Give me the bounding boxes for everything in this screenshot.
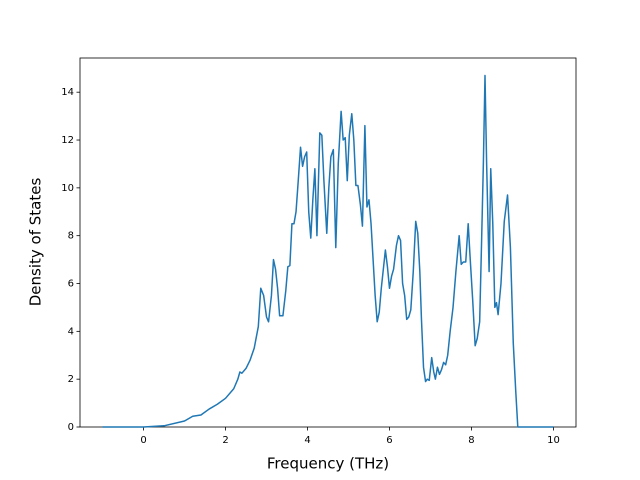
y-tick-label: 8 [68,231,74,242]
y-tick-label: 14 [61,87,74,98]
y-axis-label: Density of States [27,178,45,307]
y-tick-label: 4 [68,326,74,337]
line [102,74,554,428]
x-tick-label: 8 [468,435,474,446]
y-tick-label: 6 [68,279,74,290]
x-tick-label: 2 [222,435,228,446]
x-tick-label: 6 [386,435,392,446]
y-tick-label: 12 [61,135,74,146]
y-tick-label: 2 [68,374,74,385]
x-tick-label: 10 [547,435,560,446]
y-tick-label: 10 [61,183,74,194]
x-tick-label: 4 [304,435,310,446]
x-axis-label: Frequency (THz) [267,455,389,473]
plot-frame [79,57,577,428]
y-tick-label: 0 [68,422,74,433]
x-tick-label: 0 [140,435,146,446]
